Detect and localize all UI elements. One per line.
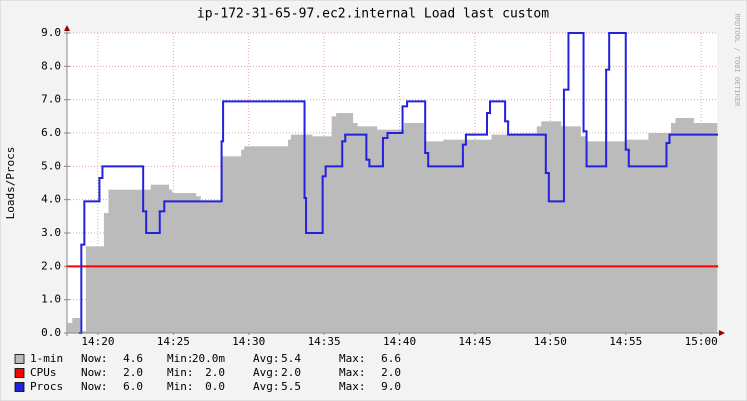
stat-value: 2.0	[281, 366, 301, 379]
y-tick-label: 9.0	[41, 26, 61, 39]
area-step	[150, 184, 170, 333]
area-step	[648, 133, 672, 333]
marks	[66, 32, 718, 334]
stat-label: Max:	[339, 366, 366, 379]
y-tick-label: 0.0	[41, 326, 61, 339]
area-step	[625, 139, 649, 333]
legend-label: 1-min	[30, 352, 63, 365]
area-step	[221, 156, 242, 333]
area-step	[357, 126, 378, 333]
area-step	[376, 129, 405, 333]
area-step	[195, 196, 201, 333]
stat-label: Now:	[81, 352, 108, 365]
area-step	[290, 134, 313, 333]
x-tick-label: 14:35	[308, 335, 341, 348]
y-tick-label: 5.0	[41, 159, 61, 172]
stat-label: Now:	[81, 366, 108, 379]
y-axis-arrow	[64, 25, 70, 31]
stat-value: 6.6	[381, 352, 401, 365]
y-tick-label: 3.0	[41, 226, 61, 239]
area-step	[586, 141, 627, 333]
area-step	[693, 123, 718, 333]
stat-label: Now:	[81, 380, 108, 393]
x-axis-arrow	[719, 330, 725, 336]
stat-label: Min:	[167, 366, 194, 379]
x-tick-label: 14:55	[609, 335, 642, 348]
y-tick-label: 7.0	[41, 93, 61, 106]
stat-value: 0.0	[205, 380, 225, 393]
legend-label: CPUs	[30, 366, 57, 379]
y-tick-label: 2.0	[41, 259, 61, 272]
x-tick-label: 14:20	[81, 335, 114, 348]
chart-title: ip-172-31-65-97.ec2.internal Load last c…	[197, 7, 549, 22]
area-step	[171, 193, 197, 333]
stat-value: 20.0m	[192, 352, 225, 365]
stat-value: 9.0	[381, 380, 401, 393]
area-step	[336, 113, 354, 333]
stat-value: 2.0	[123, 366, 143, 379]
stat-value: 4.6	[123, 352, 143, 365]
x-tick-label: 14:25	[157, 335, 190, 348]
area-step	[85, 246, 105, 333]
area-step	[404, 123, 424, 333]
area-step	[491, 134, 538, 333]
legend-swatch	[14, 354, 25, 364]
stat-label: Max:	[339, 352, 366, 365]
x-tick-label: 14:45	[458, 335, 491, 348]
area-step	[287, 139, 292, 333]
stat-label: Avg:	[253, 380, 280, 393]
area-step	[241, 149, 245, 333]
x-tick-label: 14:30	[232, 335, 265, 348]
area-step	[79, 331, 87, 333]
area-step	[352, 123, 358, 333]
stat-label: Avg:	[253, 366, 280, 379]
stat-value: 5.5	[281, 380, 301, 393]
area-step	[443, 139, 492, 333]
area-step	[541, 121, 562, 333]
legend-label: Procs	[30, 380, 63, 393]
stat-value: 2.0	[205, 366, 225, 379]
area-step	[244, 146, 289, 333]
stat-label: Min:	[167, 352, 194, 365]
legend-swatch	[14, 382, 25, 392]
y-tick-label: 8.0	[41, 59, 61, 72]
stat-label: Avg:	[253, 352, 280, 365]
x-tick-label: 14:50	[534, 335, 567, 348]
x-tick-label: 15:00	[685, 335, 718, 348]
area-step	[675, 118, 694, 333]
area-step	[331, 116, 337, 333]
y-tick-label: 1.0	[41, 293, 61, 306]
area-step	[580, 136, 587, 333]
x-tick-label: 14:40	[383, 335, 416, 348]
area-step	[72, 318, 81, 333]
y-tick-label: 4.0	[41, 193, 61, 206]
y-tick-label: 6.0	[41, 126, 61, 139]
stat-label: Max:	[339, 380, 366, 393]
stat-label: Min:	[167, 380, 194, 393]
area-step	[423, 141, 444, 333]
area-step	[312, 136, 332, 333]
axes	[64, 25, 725, 336]
area-step	[536, 126, 542, 333]
area-step	[560, 126, 581, 333]
area-step	[67, 323, 73, 333]
area-step	[168, 189, 173, 333]
watermark: RRDTOOL / TOBI OETIKER	[733, 14, 741, 108]
stat-value: 5.4	[281, 352, 301, 365]
area-step	[103, 213, 109, 333]
stat-value: 2.0	[381, 366, 401, 379]
area-step	[108, 189, 152, 333]
y-axis-label: Loads/Procs	[4, 147, 17, 220]
stat-value: 6.0	[123, 380, 143, 393]
legend-swatch	[14, 368, 25, 378]
area-step	[671, 123, 676, 333]
